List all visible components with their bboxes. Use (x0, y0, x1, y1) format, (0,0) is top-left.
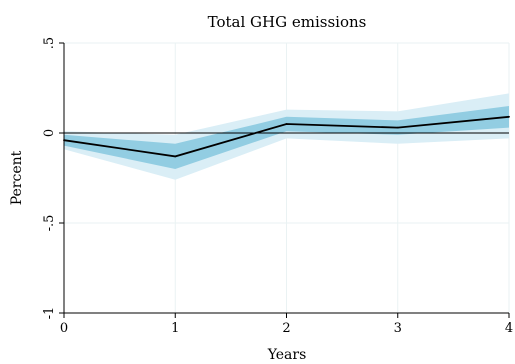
y-axis-label: Percent (9, 150, 25, 205)
confidence-bands (64, 93, 509, 180)
inner-confidence-band (64, 106, 509, 169)
data-point (396, 126, 399, 129)
data-point (174, 155, 177, 158)
x-tick-label: 4 (505, 321, 513, 336)
x-tick-label: 1 (171, 321, 179, 336)
data-point (508, 115, 510, 118)
x-tick-label: 3 (394, 321, 402, 336)
x-tick-label: 2 (282, 321, 290, 336)
axes: .50-.5-10 1 2 3 4 (42, 37, 513, 336)
x-tick-label: 0 (60, 321, 68, 336)
chart-title: Total GHG emissions (208, 13, 367, 31)
x-axis-label: Years (267, 347, 307, 363)
y-tick-label: 0 (42, 129, 57, 137)
y-tick-label: .5 (42, 37, 57, 49)
y-tick-label: -.5 (42, 215, 57, 232)
grid (63, 42, 510, 314)
y-tick-label: -1 (42, 307, 57, 320)
data-point (285, 123, 288, 125)
